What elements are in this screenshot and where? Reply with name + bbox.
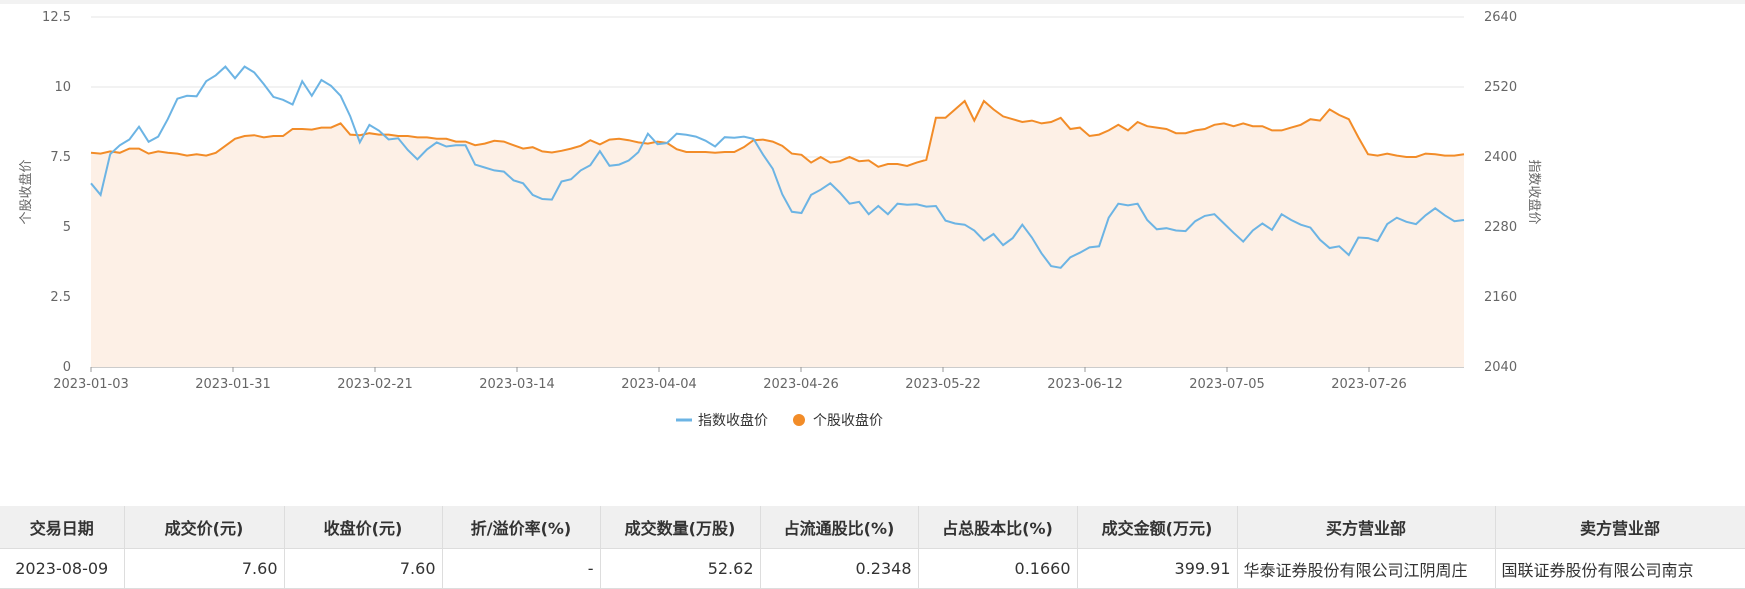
header-buyer[interactable]: 买方营业部 [1237, 506, 1496, 549]
y-right-axis-title: 指数收盘价 [1526, 159, 1542, 224]
y-right-tick-label: 2640 [1484, 10, 1517, 25]
header-seller[interactable]: 卖方营业部 [1495, 506, 1745, 549]
cell-close-price: 7.60 [284, 548, 443, 589]
cell-buyer[interactable]: 华泰证券股份有限公司江阴周庄 [1237, 548, 1496, 589]
y-left-tick-label: 12.5 [42, 10, 71, 25]
y-right-tick-label: 2160 [1484, 290, 1517, 305]
cell-float-ratio: 0.2348 [760, 548, 919, 589]
y-right-tick-label: 2040 [1484, 360, 1517, 375]
header-close-price[interactable]: 收盘价(元) [284, 506, 443, 549]
legend-index-label: 指数收盘价 [698, 412, 768, 429]
y-left-tick-label: 7.5 [50, 150, 71, 165]
cell-premium-rate: - [442, 548, 601, 589]
x-tick-label: 2023-04-04 [621, 377, 697, 392]
index-price-line [90, 65, 1465, 269]
x-tick-label: 2023-07-05 [1189, 377, 1265, 392]
cell-amount: 399.91 [1077, 548, 1238, 589]
legend-stock-swatch [793, 414, 805, 426]
header-float-ratio[interactable]: 占流通股比(%) [760, 506, 919, 549]
y-left-tick-label: 0 [63, 360, 71, 375]
cell-deal-price: 7.60 [124, 548, 285, 589]
header-premium-rate[interactable]: 折/溢价率(%) [442, 506, 601, 549]
cell-total-ratio: 0.1660 [918, 548, 1078, 589]
header-amount[interactable]: 成交金额(万元) [1077, 506, 1238, 549]
x-tick-label: 2023-06-12 [1047, 377, 1123, 392]
y-left-tick-label: 10 [54, 80, 71, 95]
header-volume[interactable]: 成交数量(万股) [600, 506, 761, 549]
y-right-tick-label: 2520 [1484, 80, 1517, 95]
header-trade-date[interactable]: 交易日期 [0, 506, 125, 549]
legend-stock-label: 个股收盘价 [813, 412, 883, 429]
x-tick-label: 2023-05-22 [905, 377, 981, 392]
price-chart: 0 2040 2.5 2160 5 2280 7.5 2400 10 2520 12.5 2640 20… [18, 10, 1542, 429]
x-tick-label: 2023-02-21 [337, 377, 413, 392]
y-left-tick-label: 2.5 [50, 290, 71, 305]
stock-price-line [90, 99, 1465, 168]
x-tick-label: 2023-01-31 [195, 377, 271, 392]
chart-area: 0 2040 2.5 2160 5 2280 7.5 2400 10 2520 12.5 2640 20… [18, 10, 1542, 429]
table-header-row: 交易日期 成交价(元) 收盘价(元) 折/溢价率(%) 成交数量(万股) 占流通… [0, 506, 1745, 549]
block-trade-table: 交易日期 成交价(元) 收盘价(元) 折/溢价率(%) 成交数量(万股) 占流通… [0, 506, 1745, 589]
cell-trade-date: 2023-08-09 [0, 548, 125, 589]
header-total-ratio[interactable]: 占总股本比(%) [918, 506, 1078, 549]
y-left-axis-title: 个股收盘价 [18, 159, 34, 224]
cell-seller[interactable]: 国联证券股份有限公司南京 [1495, 548, 1745, 589]
x-tick-label: 2023-01-03 [53, 377, 129, 392]
x-tick-label: 2023-03-14 [479, 377, 555, 392]
y-right-tick-label: 2400 [1484, 150, 1517, 165]
y-right-tick-label: 2280 [1484, 220, 1517, 235]
x-tick-label: 2023-07-26 [1331, 377, 1407, 392]
y-left-tick-label: 5 [63, 220, 71, 235]
cell-volume: 52.62 [600, 548, 761, 589]
top-border [0, 0, 1745, 4]
stock-price-area [91, 101, 1464, 367]
table-row: 2023-08-09 7.60 7.60 - 52.62 0.2348 0.16… [0, 548, 1745, 589]
x-tick-label: 2023-04-26 [763, 377, 839, 392]
header-deal-price[interactable]: 成交价(元) [124, 506, 285, 549]
